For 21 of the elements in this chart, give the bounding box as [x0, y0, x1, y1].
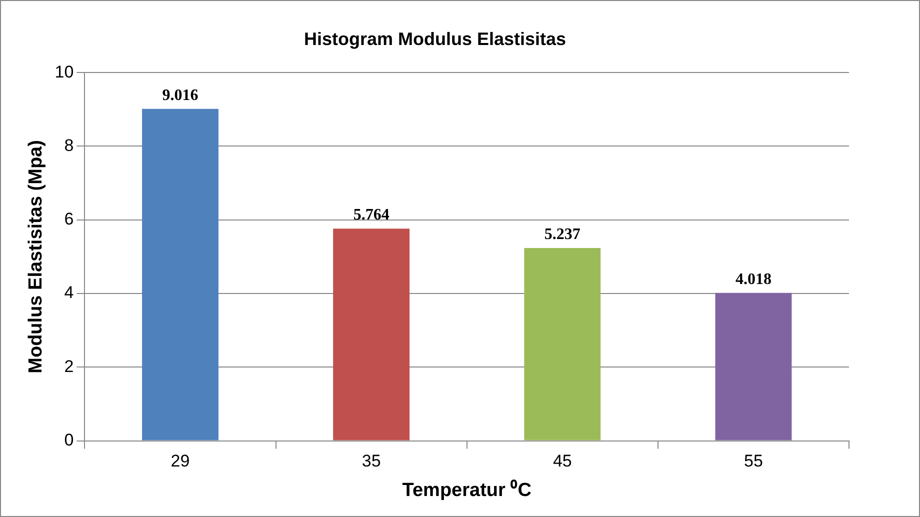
y-tick-label: 8 — [64, 136, 74, 155]
bar — [524, 248, 601, 440]
y-tick-label: 10 — [54, 62, 74, 82]
bar — [142, 108, 218, 440]
x-tick-label: 45 — [552, 452, 572, 471]
y-tick-label: 2 — [64, 356, 74, 376]
data-label: 9.016 — [162, 86, 198, 104]
x-tick-label: 55 — [744, 452, 763, 471]
x-tick-label: 35 — [362, 452, 381, 471]
data-label: 5.764 — [353, 206, 390, 224]
x-tick-label: 29 — [170, 452, 190, 471]
chart-title: Histogram Modulus Elastisitas — [304, 28, 566, 49]
x-axis-title: Temperatur ⁰C — [402, 478, 532, 501]
y-tick-label: 4 — [64, 283, 74, 302]
y-axis-title: Modulus Elastisitas (Mpa) — [26, 140, 47, 374]
bar — [715, 292, 792, 440]
y-tick-label: 0 — [64, 430, 74, 450]
bar — [333, 228, 410, 440]
data-label: 4.018 — [735, 271, 772, 288]
y-tick-label: 6 — [64, 210, 74, 229]
data-label: 5.237 — [544, 226, 580, 244]
